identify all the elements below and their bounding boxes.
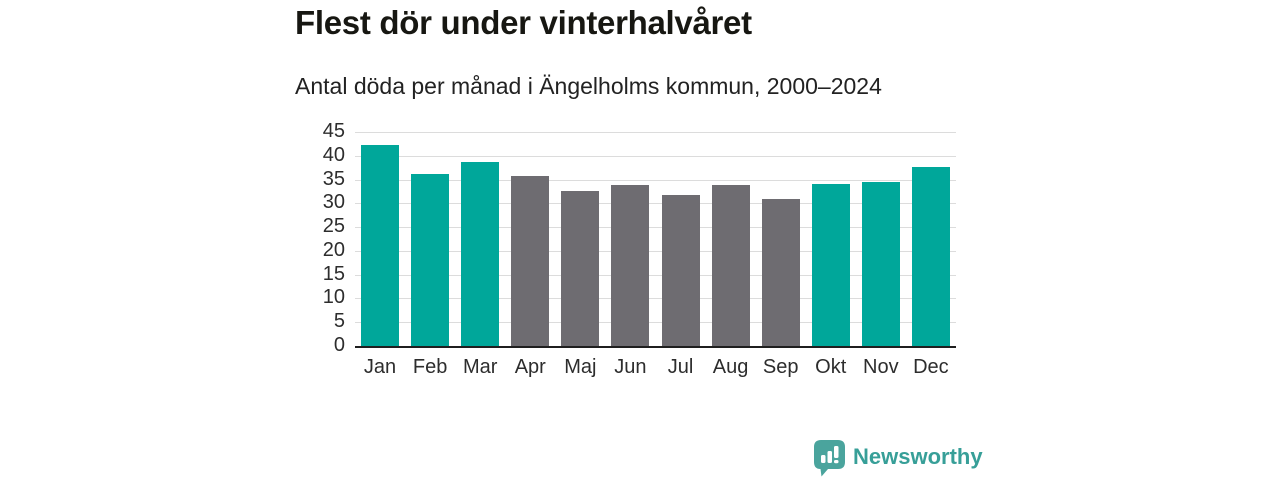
bar-slot-nov xyxy=(856,132,906,346)
x-tick-label-sep: Sep xyxy=(762,356,799,378)
y-tick-label-10: 10 xyxy=(322,286,345,309)
gridline-25 xyxy=(355,227,956,229)
bar-jun xyxy=(611,184,650,346)
x-tick-label-jul: Jul xyxy=(667,356,694,378)
bar-slot-maj xyxy=(555,132,605,346)
y-tick-label-40: 40 xyxy=(322,143,345,166)
bar-maj xyxy=(561,191,600,346)
bar-slot-jul xyxy=(655,132,705,346)
plot-area xyxy=(355,132,956,348)
x-tick-label-mar: Mar xyxy=(462,356,498,378)
bar-slot-dec xyxy=(906,132,956,346)
gridline-40 xyxy=(355,155,956,157)
bar-slot-feb xyxy=(405,132,455,346)
chart-subtitle: Antal döda per månad i Ängelholms kommun… xyxy=(295,73,882,99)
y-tick-label-30: 30 xyxy=(322,191,345,214)
x-tick-label-dec: Dec xyxy=(913,356,949,378)
y-tick-label-0: 0 xyxy=(333,334,345,357)
bar-dec xyxy=(911,167,950,346)
bar-slot-apr xyxy=(505,132,555,346)
y-tick-label-5: 5 xyxy=(333,310,345,333)
y-tick-label-45: 45 xyxy=(322,120,345,143)
bar-nov xyxy=(861,181,900,346)
bar-series xyxy=(355,132,956,346)
x-tick-label-apr: Apr xyxy=(514,356,546,378)
gridline-20 xyxy=(355,250,956,252)
x-tick-label-jan: Jan xyxy=(363,356,397,378)
x-tick-label-aug: Aug xyxy=(712,356,749,378)
x-tick-label-jun: Jun xyxy=(614,356,647,378)
newsworthy-logo-icon xyxy=(814,440,845,477)
bar-feb xyxy=(411,173,450,346)
gridline-10 xyxy=(355,298,956,300)
gridline-5 xyxy=(355,322,956,324)
bar-slot-aug xyxy=(706,132,756,346)
x-axis: Jan Feb Mar Apr Maj Jun Jul Aug Sep Okt Nov Dec xyxy=(355,356,956,379)
x-tick-label-okt: Okt xyxy=(815,356,847,378)
gridline-35 xyxy=(355,179,956,181)
y-tick-label-15: 15 xyxy=(322,262,345,285)
bar-slot-mar xyxy=(455,132,505,346)
gridline-45 xyxy=(355,132,956,133)
gridline-30 xyxy=(355,203,956,205)
bar-slot-jan xyxy=(355,132,405,346)
x-tick-label-maj: Maj xyxy=(564,356,597,378)
x-tick-label-feb: Feb xyxy=(412,356,448,378)
x-tick-label-nov: Nov xyxy=(863,356,899,378)
gridline-15 xyxy=(355,274,956,276)
bar-jul xyxy=(661,195,700,346)
y-tick-label-20: 20 xyxy=(322,238,345,261)
bar-aug xyxy=(711,184,750,346)
bar-slot-okt xyxy=(806,132,856,346)
bar-jan xyxy=(361,145,400,346)
bar-slot-jun xyxy=(605,132,655,346)
bar-okt xyxy=(811,184,850,346)
bar-sep xyxy=(761,198,800,346)
brand-name: Newsworthy xyxy=(853,443,983,469)
y-tick-label-25: 25 xyxy=(322,215,345,238)
bar-slot-sep xyxy=(756,132,806,346)
y-axis: 0 5 10 15 20 25 30 35 40 45 xyxy=(293,120,345,356)
bar-mar xyxy=(461,161,500,346)
page-title: Flest dör under vinterhalvåret xyxy=(295,4,752,41)
y-tick-label-35: 35 xyxy=(322,167,345,190)
brand-footer: Newsworthy xyxy=(814,440,983,477)
bar-apr xyxy=(511,175,550,346)
